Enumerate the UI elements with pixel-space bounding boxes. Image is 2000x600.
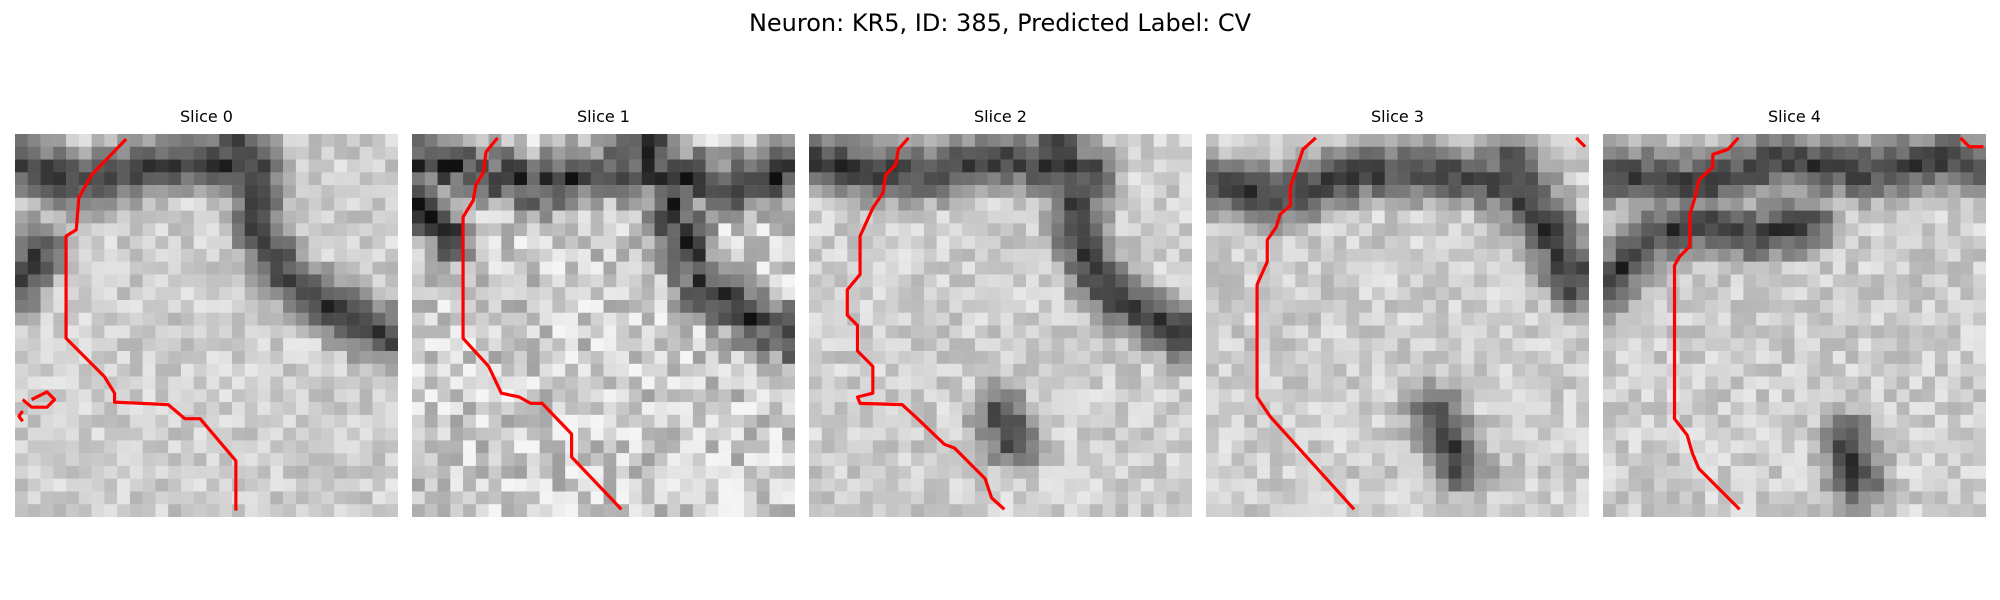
slice-panel-1: Slice 1 bbox=[412, 107, 795, 527]
slice-title-3: Slice 3 bbox=[1371, 107, 1424, 126]
slice-pixels-1 bbox=[412, 134, 795, 517]
slice-pixels-0 bbox=[15, 134, 398, 517]
slice-pixels-4 bbox=[1603, 134, 1986, 517]
slice-image-1 bbox=[412, 134, 795, 517]
neuron-contour-0b bbox=[21, 390, 57, 409]
slice-title-0: Slice 0 bbox=[180, 107, 233, 126]
slice-panel-4: Slice 4 bbox=[1603, 107, 1986, 527]
slice-title-2: Slice 2 bbox=[974, 107, 1027, 126]
slice-image-2 bbox=[809, 134, 1192, 517]
neuron-contour-3b bbox=[1575, 136, 1587, 148]
slice-panel-3: Slice 3 bbox=[1206, 107, 1589, 527]
slice-title-4: Slice 4 bbox=[1768, 107, 1821, 126]
slice-title-1: Slice 1 bbox=[577, 107, 630, 126]
neuron-contour-0c bbox=[17, 410, 24, 423]
neuron-contour-2 bbox=[845, 136, 1006, 511]
neuron-contour-1 bbox=[461, 136, 623, 511]
slice-image-3 bbox=[1206, 134, 1589, 517]
neuron-contour-0 bbox=[64, 137, 238, 511]
neuron-contour-4 bbox=[1672, 136, 1741, 511]
figure-title: Neuron: KR5, ID: 385, Predicted Label: C… bbox=[748, 9, 1252, 37]
slice-panel-0: Slice 0 bbox=[15, 107, 398, 527]
slice-image-4 bbox=[1603, 134, 1986, 517]
slice-image-0 bbox=[15, 134, 398, 517]
slice-panel-2: Slice 2 bbox=[809, 107, 1192, 527]
slice-pixels-3 bbox=[1206, 134, 1589, 517]
slice-pixels-2 bbox=[809, 134, 1192, 517]
neuron-contour-4b bbox=[1959, 136, 1984, 149]
neuron-contour-3 bbox=[1255, 136, 1356, 511]
